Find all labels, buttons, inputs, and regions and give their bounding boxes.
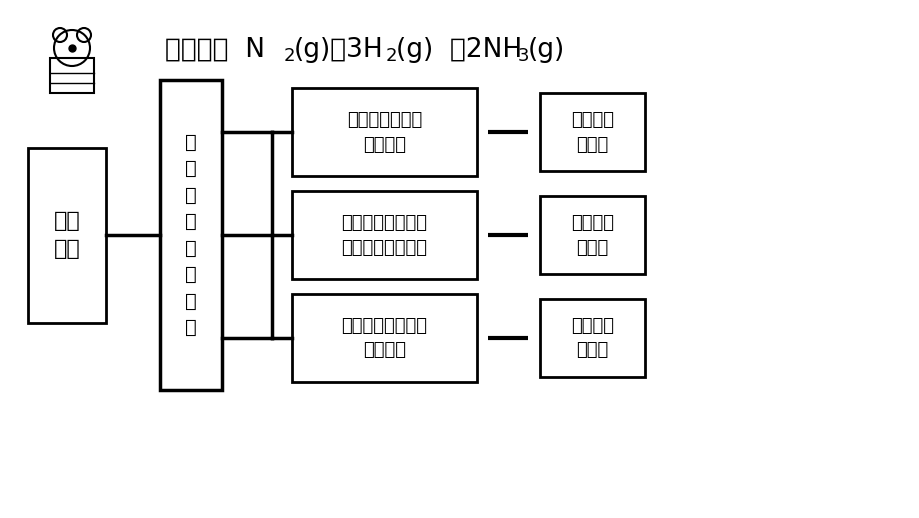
Text: 怎样能使化学平衡
向合成氨方向移动: 怎样能使化学平衡 向合成氨方向移动 [341,213,427,256]
Text: 工艺
流程: 工艺 流程 [53,211,80,259]
Text: 适
宜
的
合
成
氨
条
件: 适 宜 的 合 成 氨 条 件 [185,133,197,337]
Bar [291,191,476,279]
Text: (g): (g) [528,37,564,63]
Bar [28,148,106,323]
Text: (g)＋3H: (g)＋3H [294,37,383,63]
Bar [160,80,221,390]
Text: 2: 2 [386,47,397,65]
Text: 2: 2 [284,47,295,65]
Bar [291,294,476,382]
Text: 3: 3 [517,47,529,65]
Text: 化学反应
的速率: 化学反应 的速率 [571,316,613,359]
Text: (g)  葔2NH: (g) 葔2NH [395,37,522,63]
Text: 合成氨反应能否
自发进行: 合成氨反应能否 自发进行 [346,110,422,153]
Text: 工艺流程  N: 工艺流程 N [165,37,265,63]
Text: 怎样能提高合成氨
反应速率: 怎样能提高合成氨 反应速率 [341,316,427,359]
Bar [50,58,94,93]
Bar [539,93,644,171]
Text: 化学反应
的限度: 化学反应 的限度 [571,213,613,256]
Text: 化学反应
的方向: 化学反应 的方向 [571,110,613,153]
Bar [539,299,644,377]
Bar [291,88,476,176]
Bar [539,196,644,274]
